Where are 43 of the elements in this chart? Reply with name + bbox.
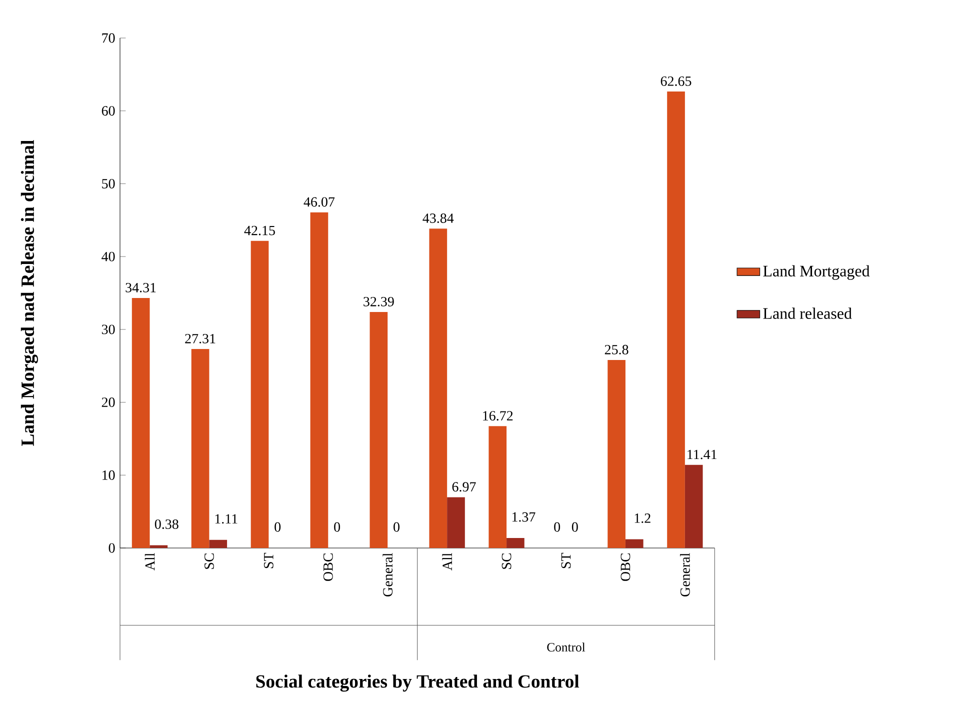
data-label: 43.84 (422, 213, 454, 223)
x-tick-label: ST (264, 552, 274, 568)
data-label: 27.31 (185, 334, 216, 344)
data-label: 0 (334, 522, 340, 532)
x-tick-label: General (382, 552, 393, 596)
y-tick-label: 60 (102, 106, 115, 116)
y-tick-label: 70 (102, 33, 115, 43)
data-label: 25.8 (604, 344, 628, 354)
data-label: 16.72 (483, 411, 513, 421)
x-tick-label: OBC (620, 553, 630, 581)
data-label: 62.65 (660, 76, 692, 86)
data-label: 0 (394, 522, 400, 532)
x-tick-label: All (442, 552, 452, 570)
x-axis-title: Social categories by Treated and Control (256, 674, 580, 692)
y-axis-title: Land Morgaed nad Release in decimal (20, 140, 38, 446)
data-label: 1.2 (634, 514, 650, 523)
data-label: 0.38 (154, 519, 178, 529)
y-tick-label: 30 (102, 324, 115, 334)
y-tick-label: 50 (102, 178, 115, 188)
data-label: 1.11 (215, 514, 238, 524)
data-label: 0 (274, 522, 281, 532)
x-tick-label: General (680, 552, 690, 596)
data-label: 1.37 (512, 512, 536, 522)
y-tick-label: 20 (102, 398, 115, 408)
data-label: 34.31 (126, 282, 156, 292)
data-label: 0 (572, 522, 578, 532)
data-label: 0 (554, 522, 560, 532)
data-label: 32.39 (364, 296, 394, 306)
text: Control (547, 642, 586, 652)
x-tick-label: All (144, 552, 155, 570)
y-tick-label: 40 (102, 252, 115, 262)
legend-label: Land released (763, 308, 852, 319)
legend-label: Land Mortgaged (763, 265, 870, 280)
y-tick-label: 10 (102, 470, 115, 480)
x-tick-label: SC (502, 553, 512, 569)
x-tick-label: SC (204, 553, 214, 569)
data-label: 11.41 (688, 450, 716, 460)
data-label: 42.15 (244, 226, 275, 236)
data-label: 46.07 (304, 197, 335, 207)
data-label: 6.97 (452, 482, 476, 492)
x-tick-label: OBC (323, 553, 333, 581)
x-tick-label: ST (561, 552, 571, 568)
y-tick-label: 0 (108, 543, 115, 553)
